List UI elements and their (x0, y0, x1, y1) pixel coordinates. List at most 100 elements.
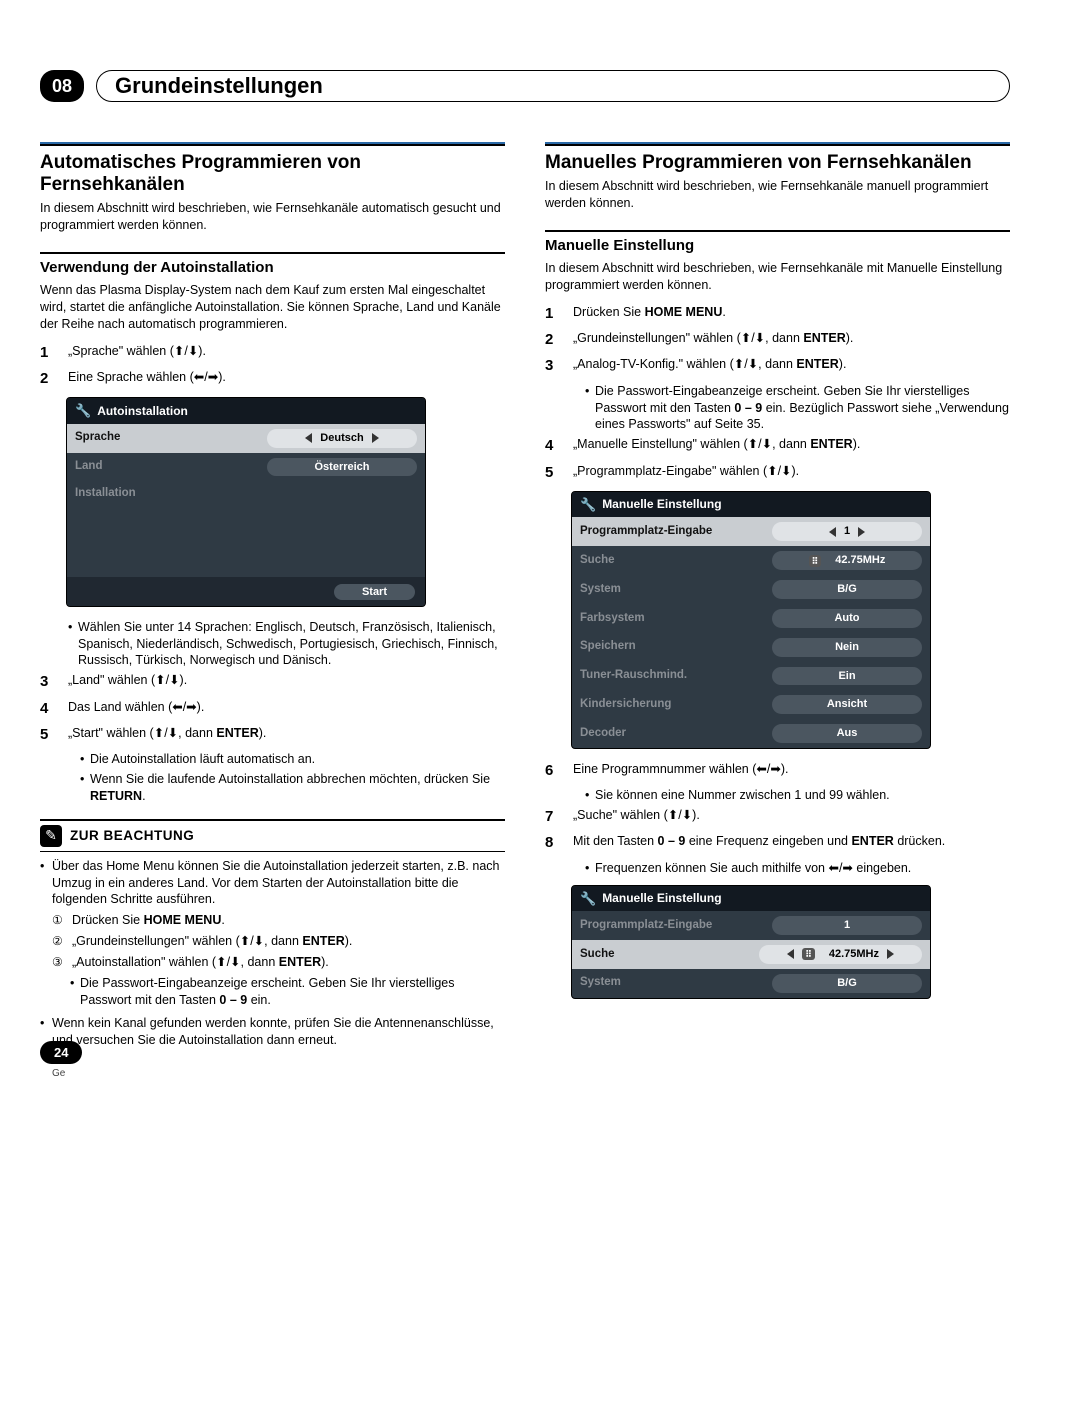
osd-label: Installation (75, 486, 417, 502)
circled-step: ③„Autoinstallation" wählen (⬆/⬇, dann EN… (70, 954, 505, 971)
note-text: Über das Home Menu können Sie die Autoin… (52, 859, 499, 907)
osd-empty (67, 507, 425, 577)
osd-label: Speichern (580, 639, 772, 655)
lang-note: Wählen Sie unter 14 Sprachen: Englisch, … (40, 619, 505, 670)
bullet: Die Passwort-Eingabeanzeige erscheint. G… (585, 383, 1010, 434)
osd-value: ⠿42.75MHz (772, 551, 922, 570)
osd-label: System (580, 975, 772, 991)
rule (545, 230, 1010, 232)
circled-steps: ①Drücken Sie HOME MENU.②„Grundeinstellun… (52, 912, 505, 971)
osd-label: Tuner-Rauschmind. (580, 668, 772, 684)
right-p3: In diesem Abschnitt wird beschrieben, wi… (545, 260, 1010, 294)
bullet: Wählen Sie unter 14 Sprachen: Englisch, … (68, 619, 505, 670)
osd-footer: Start (67, 577, 425, 606)
osd-label: System (580, 582, 772, 598)
note-item: Wenn kein Kanal gefunden werden konnte, … (40, 1015, 505, 1049)
footer-lang: Ge (52, 1067, 65, 1081)
step-text: Eine Sprache wählen (⬅/➡). (68, 369, 505, 389)
steps-3-5: 3„Land" wählen (⬆/⬇).4Das Land wählen (⬅… (40, 672, 505, 745)
left-intro: In diesem Abschnitt wird beschrieben, wi… (40, 200, 505, 234)
step-text: „Analog-TV-Konfig." wählen (⬆/⬇, dann EN… (573, 356, 1010, 376)
osd-label: Decoder (580, 726, 772, 742)
left-column: Automatisches Programmieren von Fernsehk… (40, 142, 505, 1054)
bullet: Frequenzen können Sie auch mithilfe von … (585, 860, 1010, 877)
osd-row[interactable]: LandÖsterreich (67, 453, 425, 482)
osd-value: Deutsch (267, 429, 417, 448)
osd-value: Ein (772, 667, 922, 686)
rule (40, 142, 505, 146)
circled-step: ②„Grundeinstellungen" wählen (⬆/⬇, dann … (70, 933, 505, 950)
step-text: „Programmplatz-Eingabe" wählen (⬆/⬇). (573, 463, 1010, 483)
osd-label: Programmplatz-Eingabe (580, 918, 772, 934)
osd-label: Suche (580, 947, 759, 963)
osd-manual-1: 🔧 Manuelle Einstellung Programmplatz-Eing… (571, 491, 931, 749)
left-h3: Verwendung der Autoinstallation (40, 258, 505, 278)
steps-4-5: 4„Manuelle Einstellung" wählen (⬆/⬇, dan… (545, 436, 1010, 483)
note-icon: ✎ (40, 825, 62, 847)
osd-value: B/G (772, 580, 922, 599)
osd-row[interactable]: SystemB/G (572, 575, 930, 604)
step-text: „Land" wählen (⬆/⬇). (68, 672, 505, 692)
osd-value: Ansicht (772, 695, 922, 714)
right-h3: Manuelle Einstellung (545, 236, 1010, 256)
start-button[interactable]: Start (334, 584, 415, 600)
note-heading: ✎ ZUR BEACHTUNG (40, 819, 505, 852)
osd-autoinstallation: 🔧Autoinstallation SpracheDeutschLandÖste… (66, 397, 426, 607)
right-column: Manuelles Programmieren von Fernsehkanäl… (545, 142, 1010, 1054)
left-h2: Automatisches Programmieren von Fernsehk… (40, 152, 505, 196)
osd-title-text: Manuelle Einstellung (602, 496, 721, 512)
wrench-icon: 🔧 (580, 890, 596, 908)
osd-row[interactable]: FarbsystemAuto (572, 604, 930, 633)
steps-1-3: 1Drücken Sie HOME MENU.2„Grundeinstellun… (545, 304, 1010, 377)
osd-title: 🔧 Manuelle Einstellung (572, 886, 930, 912)
osd-row[interactable]: Installation (67, 481, 425, 507)
right-intro: In diesem Abschnitt wird beschrieben, wi… (545, 178, 1010, 212)
wrench-icon: 🔧 (75, 402, 91, 420)
step-6: 6Eine Programmnummer wählen (⬅/➡). (545, 761, 1010, 781)
steps-7-8: 7„Suche" wählen (⬆/⬇).8Mit den Tasten 0 … (545, 807, 1010, 854)
osd-row[interactable]: KindersicherungAnsicht (572, 690, 930, 719)
osd-label: Farbsystem (580, 611, 772, 627)
osd-row[interactable]: SpracheDeutsch (67, 424, 425, 453)
osd-value: Österreich (267, 458, 417, 477)
osd-row[interactable]: SystemB/G (572, 969, 930, 998)
chapter-title-wrap: Grundeinstellungen (96, 70, 1010, 102)
osd-row[interactable]: Suche⠿42.75MHz (572, 546, 930, 575)
osd-label: Land (75, 459, 267, 475)
step-text: „Suche" wählen (⬆/⬇). (573, 807, 1010, 827)
osd-row[interactable]: SpeichernNein (572, 633, 930, 662)
osd-row[interactable]: Programmplatz-Eingabe1 (572, 517, 930, 546)
wrench-icon: 🔧 (580, 496, 596, 514)
chapter-number: 08 (40, 70, 84, 102)
chapter-header: 08 Grundeinstellungen (40, 70, 1010, 102)
step-text: „Start" wählen (⬆/⬇, dann ENTER). (68, 725, 505, 745)
step-text: Das Land wählen (⬅/➡). (68, 699, 505, 719)
osd-row[interactable]: Suche⠿42.75MHz (572, 940, 930, 969)
osd-label: Programmplatz-Eingabe (580, 524, 772, 540)
osd-row[interactable]: Tuner-Rauschmind.Ein (572, 662, 930, 691)
osd-row[interactable]: DecoderAus (572, 719, 930, 748)
osd-value: Aus (772, 724, 922, 743)
osd-title-text: Manuelle Einstellung (602, 890, 721, 906)
step-text: Eine Programmnummer wählen (⬅/➡). (573, 761, 1010, 781)
bullet: Sie können eine Nummer zwischen 1 und 99… (585, 787, 1010, 804)
osd-value: 1 (772, 916, 922, 935)
step5-bullets: Die Autoinstallation läuft automatisch a… (40, 751, 505, 805)
chapter-title: Grundeinstellungen (115, 71, 323, 101)
bullet: Wenn Sie die laufende Autoinstallation a… (80, 771, 505, 805)
osd-value: Nein (772, 638, 922, 657)
osd-label: Kindersicherung (580, 697, 772, 713)
osd-row[interactable]: Programmplatz-Eingabe1 (572, 911, 930, 940)
note-item: Über das Home Menu können Sie die Autoin… (40, 858, 505, 1009)
osd-title: 🔧 Autoinstallation (67, 398, 425, 424)
osd-manual-2: 🔧 Manuelle Einstellung Programmplatz-Eing… (571, 885, 931, 999)
bullet: Die Passwort-Eingabeanzeige erscheint. G… (70, 975, 505, 1009)
osd-value: 1 (772, 522, 922, 541)
osd-value: B/G (772, 974, 922, 993)
osd-title-text: Autoinstallation (97, 403, 188, 419)
left-p3: Wenn das Plasma Display-System nach dem … (40, 282, 505, 333)
step-text: „Manuelle Einstellung" wählen (⬆/⬇, dann… (573, 436, 1010, 456)
osd-title: 🔧 Manuelle Einstellung (572, 492, 930, 518)
page-number: 24 (40, 1041, 82, 1065)
note-list: Über das Home Menu können Sie die Autoin… (40, 858, 505, 1049)
